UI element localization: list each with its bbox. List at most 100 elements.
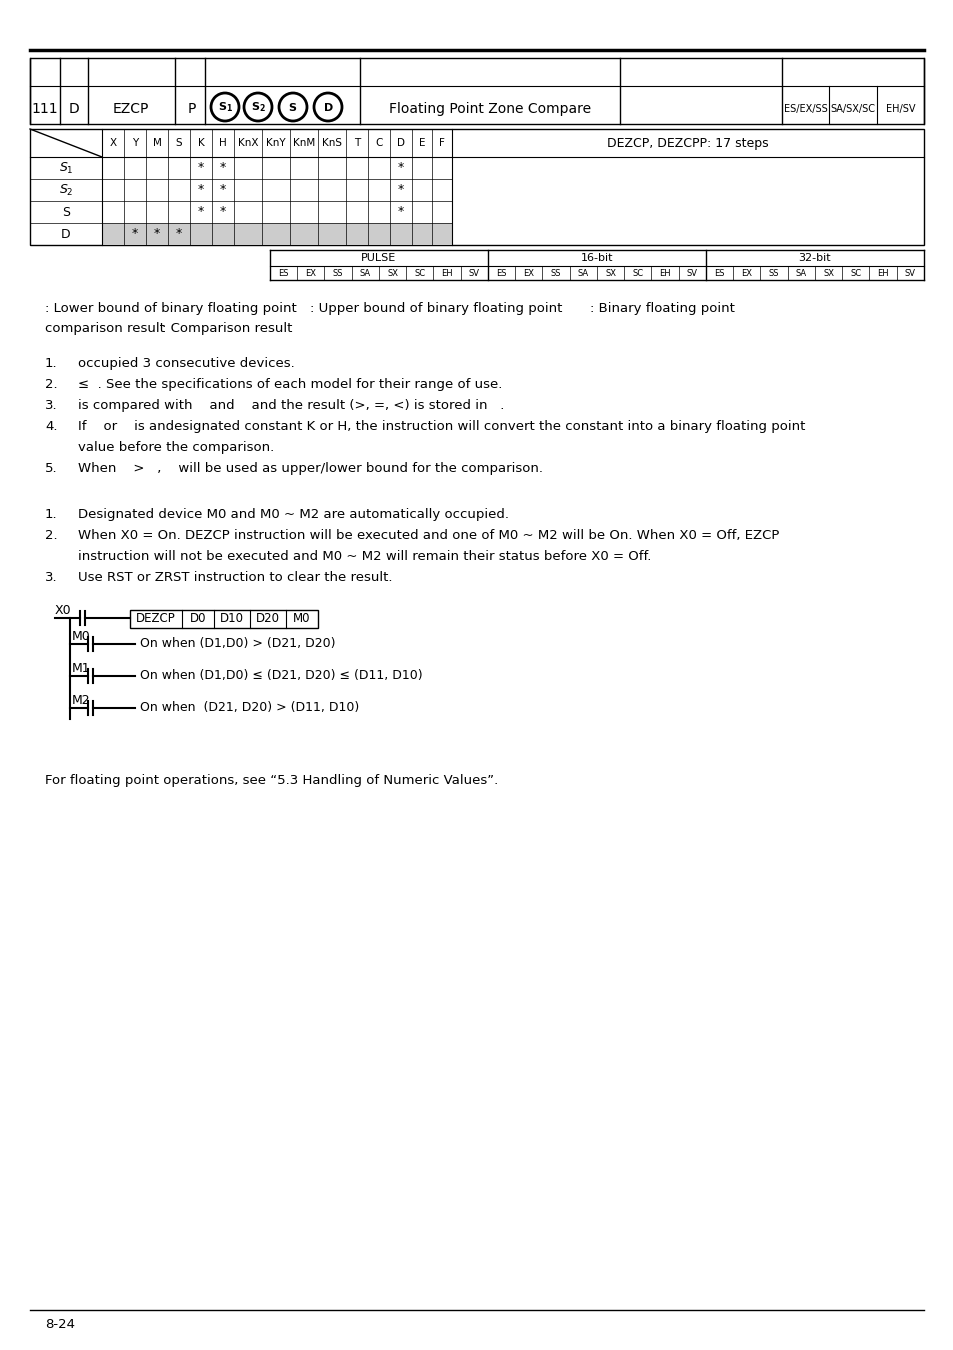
Text: *: *: [219, 162, 226, 174]
Text: D0: D0: [190, 613, 206, 625]
Text: X0: X0: [55, 603, 71, 617]
Text: SA: SA: [359, 269, 371, 278]
Text: SA: SA: [795, 269, 806, 278]
Text: *: *: [197, 162, 204, 174]
Text: $\mathbf{S_1}$: $\mathbf{S_1}$: [217, 100, 233, 113]
Text: comparison result: comparison result: [45, 323, 165, 335]
Text: T: T: [354, 138, 359, 148]
Text: 111: 111: [31, 103, 58, 116]
Text: 2.: 2.: [45, 529, 57, 541]
Text: EZCP: EZCP: [112, 103, 149, 116]
Text: SS: SS: [768, 269, 779, 278]
Bar: [102, 223, 452, 244]
Text: 8-24: 8-24: [45, 1318, 75, 1331]
Text: EX: EX: [523, 269, 534, 278]
Text: C: C: [375, 138, 382, 148]
Text: SA/SX/SC: SA/SX/SC: [830, 104, 875, 113]
Text: KnS: KnS: [322, 138, 341, 148]
Text: occupied 3 consecutive devices.: occupied 3 consecutive devices.: [78, 356, 294, 370]
Text: SA: SA: [578, 269, 588, 278]
Text: D20: D20: [255, 613, 280, 625]
Text: 3.: 3.: [45, 400, 57, 412]
Text: ES: ES: [714, 269, 724, 278]
Text: EH: EH: [441, 269, 453, 278]
Text: EX: EX: [305, 269, 316, 278]
Text: K: K: [197, 138, 204, 148]
Text: $S_2$: $S_2$: [59, 182, 73, 197]
Text: When    >   ,    will be used as upper/lower bound for the comparison.: When > , will be used as upper/lower bou…: [78, 462, 542, 475]
Text: D: D: [396, 138, 405, 148]
Text: S: S: [175, 138, 182, 148]
Bar: [130, 610, 317, 628]
Text: *: *: [175, 228, 182, 240]
Text: ES/EX/SS: ES/EX/SS: [783, 104, 826, 113]
Text: EH: EH: [659, 269, 670, 278]
Text: When X0 = On. DEZCP instruction will be executed and one of M0 ~ M2 will be On. : When X0 = On. DEZCP instruction will be …: [78, 529, 779, 541]
Text: DEZCP: DEZCP: [136, 613, 175, 625]
Text: *: *: [397, 205, 404, 219]
Bar: [30, 130, 923, 244]
Text: 16-bit: 16-bit: [580, 252, 613, 263]
Text: EH: EH: [877, 269, 888, 278]
Text: X: X: [110, 138, 116, 148]
Text: KnX: KnX: [237, 138, 258, 148]
Text: *: *: [219, 184, 226, 197]
Text: ≤  . See the specifications of each model for their range of use.: ≤ . See the specifications of each model…: [78, 378, 502, 392]
Text: SC: SC: [849, 269, 861, 278]
Text: : Upper bound of binary floating point: : Upper bound of binary floating point: [310, 302, 561, 315]
Text: SX: SX: [604, 269, 616, 278]
Text: $\mathbf{S}$: $\mathbf{S}$: [288, 101, 297, 113]
Text: Floating Point Zone Compare: Floating Point Zone Compare: [389, 103, 591, 116]
Text: For floating point operations, see “5.3 Handling of Numeric Values”.: For floating point operations, see “5.3 …: [45, 774, 497, 787]
Text: M: M: [152, 138, 161, 148]
Text: *: *: [397, 184, 404, 197]
Text: S: S: [62, 205, 70, 219]
Text: On when (D1,D0) > (D21, D20): On when (D1,D0) > (D21, D20): [140, 637, 335, 651]
Text: *: *: [197, 205, 204, 219]
Text: Use RST or ZRST instruction to clear the result.: Use RST or ZRST instruction to clear the…: [78, 571, 392, 585]
Text: : Comparison result: : Comparison result: [162, 323, 292, 335]
Text: SX: SX: [387, 269, 397, 278]
Text: KnY: KnY: [266, 138, 286, 148]
Text: D: D: [69, 103, 79, 116]
Text: EH/SV: EH/SV: [884, 104, 914, 113]
Text: SV: SV: [904, 269, 915, 278]
Text: value before the comparison.: value before the comparison.: [78, 441, 274, 454]
Text: DEZCP, DEZCPP: 17 steps: DEZCP, DEZCPP: 17 steps: [606, 136, 768, 150]
Text: PULSE: PULSE: [361, 252, 396, 263]
Text: M2: M2: [71, 694, 91, 707]
Text: ES: ES: [496, 269, 506, 278]
Text: D: D: [61, 228, 71, 240]
Text: M1: M1: [71, 662, 91, 675]
Text: P: P: [188, 103, 196, 116]
Text: 2.: 2.: [45, 378, 57, 392]
Text: On when  (D21, D20) > (D11, D10): On when (D21, D20) > (D11, D10): [140, 702, 359, 714]
Text: M0: M0: [293, 613, 311, 625]
Text: *: *: [132, 228, 138, 240]
Text: KnM: KnM: [293, 138, 314, 148]
Text: *: *: [153, 228, 160, 240]
Text: E: E: [418, 138, 425, 148]
Text: $\mathbf{D}$: $\mathbf{D}$: [322, 101, 333, 113]
Bar: [30, 58, 923, 124]
Text: SC: SC: [414, 269, 425, 278]
Text: SV: SV: [686, 269, 698, 278]
Text: SS: SS: [550, 269, 560, 278]
Text: SC: SC: [632, 269, 642, 278]
Text: Y: Y: [132, 138, 138, 148]
Text: On when (D1,D0) ≤ (D21, D20) ≤ (D11, D10): On when (D1,D0) ≤ (D21, D20) ≤ (D11, D10…: [140, 670, 422, 683]
Text: 4.: 4.: [45, 420, 57, 433]
Text: $S_1$: $S_1$: [58, 161, 73, 176]
Text: : Lower bound of binary floating point: : Lower bound of binary floating point: [45, 302, 296, 315]
Text: *: *: [397, 162, 404, 174]
Text: 1.: 1.: [45, 508, 57, 521]
Text: EX: EX: [740, 269, 752, 278]
Text: H: H: [219, 138, 227, 148]
Text: SS: SS: [333, 269, 343, 278]
Text: : Binary floating point: : Binary floating point: [589, 302, 734, 315]
Text: 32-bit: 32-bit: [798, 252, 830, 263]
Text: ES: ES: [278, 269, 289, 278]
Text: *: *: [197, 184, 204, 197]
Text: F: F: [438, 138, 444, 148]
Text: 1.: 1.: [45, 356, 57, 370]
